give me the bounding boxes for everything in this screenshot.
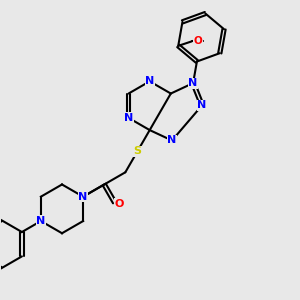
Text: N: N: [124, 113, 133, 123]
Text: N: N: [79, 192, 88, 202]
Text: N: N: [167, 136, 177, 146]
Text: S: S: [134, 146, 142, 156]
Text: N: N: [145, 76, 154, 86]
Text: N: N: [188, 78, 198, 88]
Text: N: N: [79, 192, 88, 202]
Text: N: N: [36, 216, 46, 226]
Text: N: N: [197, 100, 207, 110]
Text: O: O: [114, 199, 124, 209]
Text: O: O: [194, 36, 203, 46]
